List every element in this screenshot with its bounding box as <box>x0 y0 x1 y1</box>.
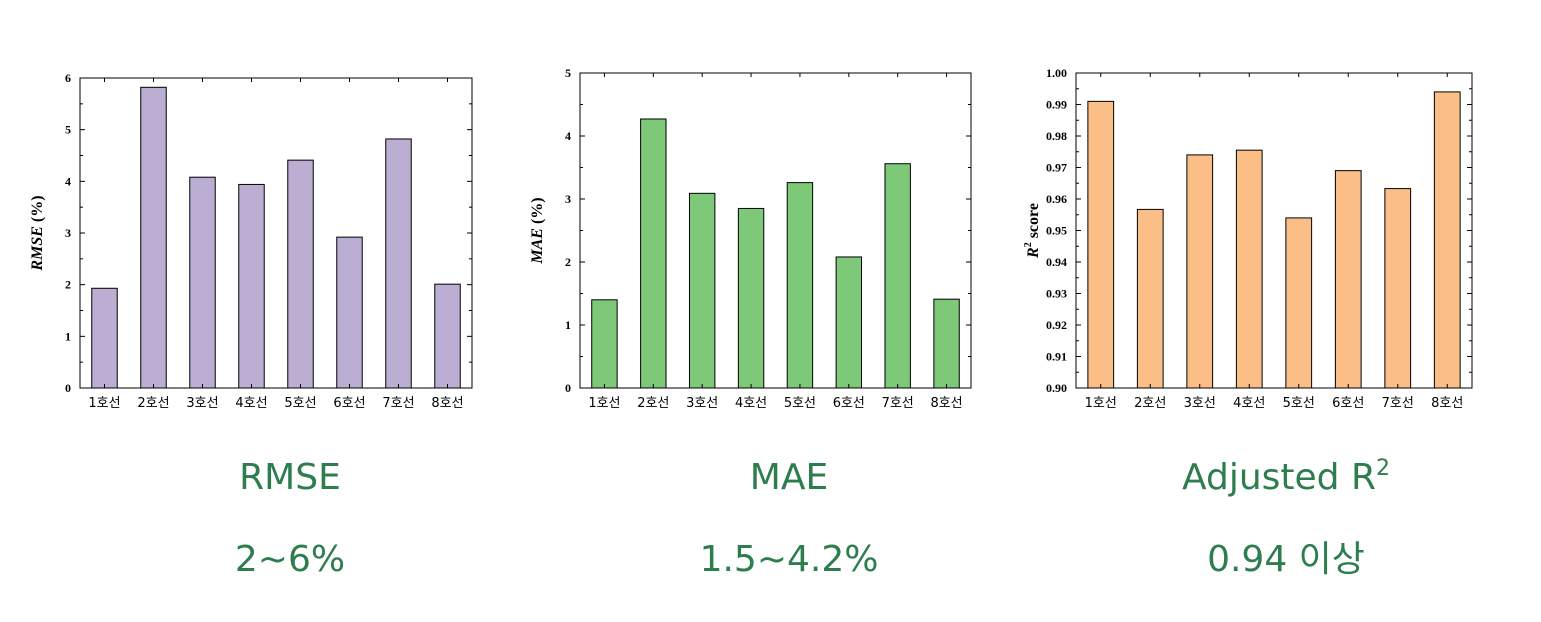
rmse-bar <box>385 138 412 389</box>
mae-category-label: 6호선 <box>833 396 865 411</box>
r2-metric-label: Adjusted R <box>1182 457 1376 498</box>
rmse-bar <box>238 183 265 389</box>
r2-category-label: 2호선 <box>1134 396 1166 411</box>
mae-ytick-label: 5 <box>565 66 571 80</box>
r2-bar <box>1285 217 1313 389</box>
r2-category-label: 4호선 <box>1233 396 1265 411</box>
r2-category-label: 8호선 <box>1431 396 1463 411</box>
r2-bar <box>1433 91 1461 389</box>
rmse-ytick-label: 2 <box>65 278 71 292</box>
r2-range-caption: 0.94 이상 <box>1086 540 1486 580</box>
mae-chart: 1호선 2호선 3호선 4호선 5호선 6호선 7호선 8호선 0 1 2 3 4 5 MAE (%) <box>529 66 972 411</box>
r2-bar <box>1186 154 1214 389</box>
rmse-bar <box>189 176 216 389</box>
rmse-category-label: 1호선 <box>88 396 120 411</box>
rmse-caption: RMSE <box>90 458 490 498</box>
rmse-ylabel: RMSE (%) <box>29 195 46 271</box>
r2-caption: Adjusted R2 <box>1086 458 1486 498</box>
mae-bar <box>688 192 716 389</box>
mae-bar <box>835 256 863 389</box>
r2-category-label: 1호선 <box>1085 396 1117 411</box>
r2-chart: 1호선 2호선 3호선 4호선 5호선 6호선 7호선 8호선 0.90 0.91 0.92 0.93… <box>1023 66 1473 411</box>
r2-ytick-label: 0.90 <box>1046 381 1067 395</box>
r2-bar <box>1087 100 1115 389</box>
mae-bar <box>786 182 814 389</box>
mae-range-caption: 1.5~4.2% <box>589 540 989 580</box>
rmse-category-label: 7호선 <box>382 396 414 411</box>
r2-ytick-label: 0.95 <box>1046 224 1067 238</box>
rmse-ytick-label: 4 <box>65 174 71 188</box>
rmse-bar <box>287 159 314 389</box>
rmse-range: 2~6% <box>234 539 346 580</box>
r2-ytick-label: 0.91 <box>1046 350 1067 364</box>
rmse-category-label: 8호선 <box>431 396 463 411</box>
mae-ytick-label: 1 <box>565 318 571 332</box>
rmse-bar <box>434 283 461 389</box>
r2-category-label: 7호선 <box>1382 396 1414 411</box>
mae-bar <box>591 299 618 389</box>
r2-category-label: 6호선 <box>1332 396 1364 411</box>
r2-category-label: 5호선 <box>1283 396 1315 411</box>
r2-ytick-label: 0.93 <box>1046 287 1067 301</box>
r2-ytick-label: 0.98 <box>1046 129 1067 143</box>
mae-bar <box>640 118 667 389</box>
r2-ylabel: R2 score <box>1023 203 1042 259</box>
mae-category-label: 7호선 <box>882 396 914 411</box>
mae-category-label: 8호선 <box>930 396 962 411</box>
r2-bar <box>1136 208 1164 389</box>
rmse-ytick-label: 6 <box>65 71 71 85</box>
rmse-bar <box>140 86 167 389</box>
mae-ytick-label: 4 <box>565 129 571 143</box>
r2-bar <box>1384 188 1412 389</box>
mae-category-label: 4호선 <box>735 396 767 411</box>
rmse-metric-label: RMSE <box>239 457 341 498</box>
r2-ytick-label: 0.99 <box>1046 98 1067 112</box>
mae-ytick-label: 3 <box>565 192 571 206</box>
rmse-category-label: 4호선 <box>235 396 267 411</box>
r2-metric-superscript: 2 <box>1376 456 1390 481</box>
mae-bar <box>737 207 765 389</box>
rmse-plot-frame <box>79 77 473 389</box>
mae-bar <box>933 298 960 389</box>
mae-metric-label: MAE <box>749 457 829 498</box>
rmse-bar <box>91 287 118 389</box>
mae-caption: MAE <box>589 458 989 498</box>
r2-ytick-label: 0.92 <box>1046 318 1067 332</box>
rmse-ytick-label: 1 <box>65 329 71 343</box>
r2-category-label: 3호선 <box>1184 396 1216 411</box>
r2-ytick-label: 0.97 <box>1046 161 1067 175</box>
r2-ytick-label: 1.00 <box>1046 66 1067 80</box>
rmse-ytick-label: 0 <box>65 381 71 395</box>
mae-category-label: 5호선 <box>784 396 816 411</box>
rmse-category-label: 3호선 <box>186 396 218 411</box>
mae-ylabel: MAE (%) <box>529 197 546 264</box>
r2-bar <box>1235 149 1263 389</box>
r2-range: 0.94 이상 <box>1207 539 1365 580</box>
rmse-category-label: 5호선 <box>284 396 316 411</box>
rmse-ytick-label: 5 <box>65 123 71 137</box>
r2-plot-frame <box>1075 72 1473 389</box>
mae-category-label: 2호선 <box>637 396 669 411</box>
mae-ytick-label: 2 <box>565 255 571 269</box>
r2-bar <box>1334 170 1362 389</box>
rmse-category-label: 6호선 <box>333 396 365 411</box>
mae-ytick-label: 0 <box>565 381 571 395</box>
r2-ytick-label: 0.96 <box>1046 192 1067 206</box>
rmse-ytick-label: 3 <box>65 226 71 240</box>
rmse-chart: 1호선 2호선 3호선 4호선 5호선 6호선 7호선 8호선 0 1 2 3 4 5 6 RMSE (%) <box>29 71 473 411</box>
mae-category-label: 1호선 <box>588 396 620 411</box>
rmse-range-caption: 2~6% <box>90 540 490 580</box>
mae-plot-frame <box>579 72 972 389</box>
r2-ytick-label: 0.94 <box>1046 255 1067 269</box>
mae-range: 1.5~4.2% <box>699 539 879 580</box>
rmse-bar <box>336 236 363 389</box>
mae-bar <box>884 163 911 389</box>
mae-category-label: 3호선 <box>686 396 718 411</box>
rmse-category-label: 2호선 <box>137 396 169 411</box>
